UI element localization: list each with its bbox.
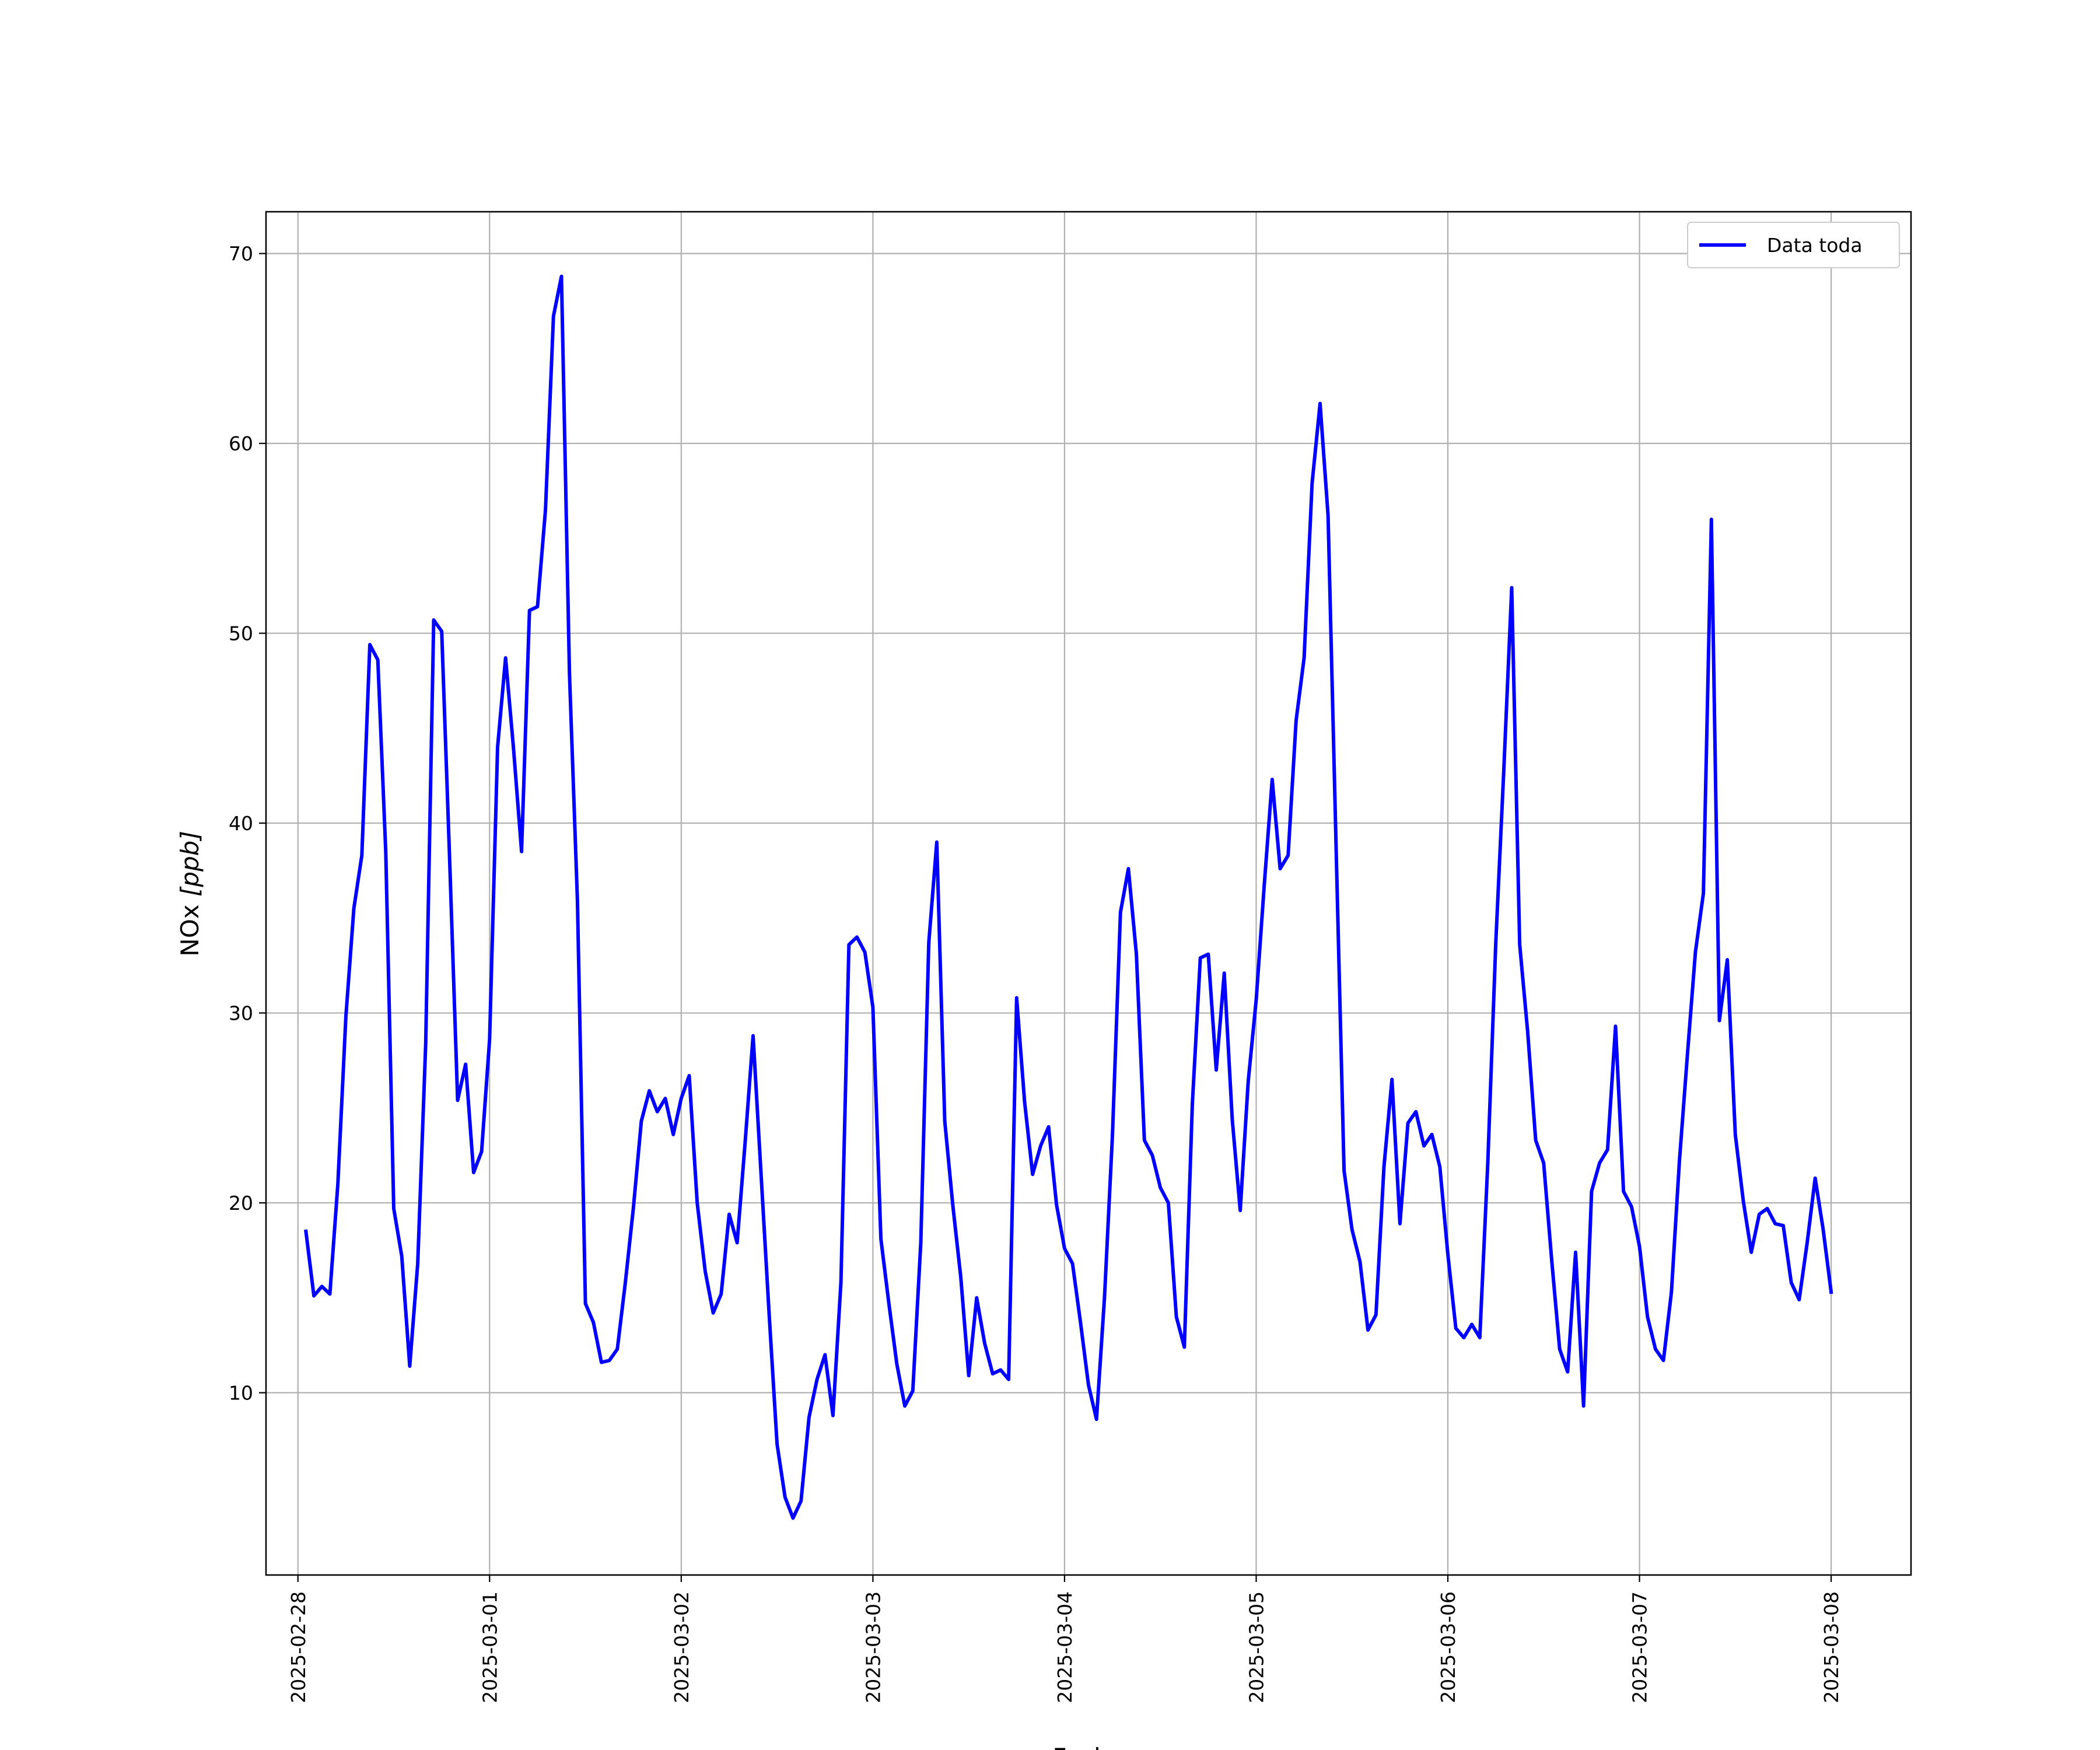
- x-tick-label: 2025-03-08: [1820, 1591, 1843, 1703]
- y-axis-title-unit: [ppb]: [176, 831, 204, 897]
- legend-box: [1687, 222, 1900, 268]
- y-axis-title: NOx [ppb]: [176, 831, 204, 956]
- series-layer: [304, 274, 1833, 1520]
- x-tick-label: 2025-03-03: [862, 1591, 884, 1703]
- legend: Data toda: [1687, 222, 1900, 268]
- y-axis-title-text: NOx: [176, 897, 204, 957]
- x-tick-label: 2025-03-06: [1437, 1591, 1460, 1703]
- y-tick-label: 60: [229, 432, 253, 455]
- y-axis: 10 20 30 40 50 60 70: [229, 243, 266, 1405]
- x-axis-title: Fecha: [1052, 1743, 1124, 1750]
- series-line-0: [304, 274, 1833, 1520]
- grid-lines: [266, 212, 1911, 1575]
- x-axis: 2025-02-28 2025-03-01 2025-03-02 2025-03-03…: [287, 1575, 1843, 1703]
- y-tick-label: 10: [229, 1382, 253, 1405]
- x-tick-label: 2025-03-01: [478, 1591, 501, 1703]
- x-tick-label: 2025-03-02: [670, 1591, 693, 1703]
- x-tick-label: 2025-03-07: [1629, 1591, 1651, 1703]
- legend-label: Data toda: [1767, 234, 1863, 257]
- y-tick-label: 70: [229, 243, 253, 265]
- x-tick-label: 2025-03-05: [1245, 1591, 1268, 1703]
- x-tick-label: 2025-03-04: [1054, 1591, 1076, 1703]
- plot-frame: [265, 211, 1912, 1576]
- y-tick-label: 40: [229, 812, 253, 835]
- x-tick-label: 2025-02-28: [287, 1591, 310, 1703]
- y-tick-label: 50: [229, 622, 253, 645]
- y-tick-label: 30: [229, 1002, 253, 1025]
- y-tick-label: 20: [229, 1192, 253, 1214]
